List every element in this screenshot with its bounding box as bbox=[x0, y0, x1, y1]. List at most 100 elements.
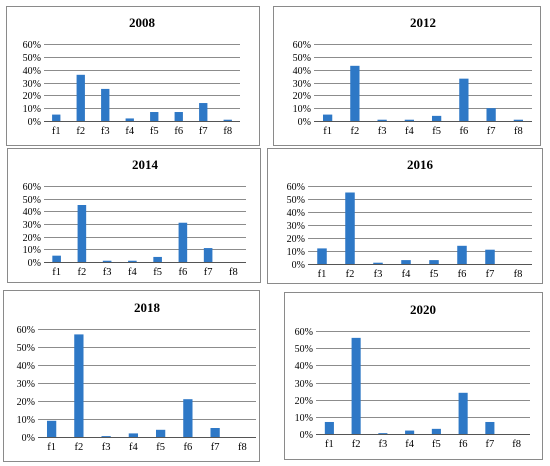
bar-f7 bbox=[199, 103, 208, 121]
x-tick-label: f1 bbox=[52, 126, 61, 137]
y-tick-label: 30% bbox=[293, 79, 311, 90]
bar-f2 bbox=[74, 334, 84, 437]
bar-f7 bbox=[486, 108, 496, 121]
chart-svg-2014: 2014 0% 10%20% 30% 40%50% 60% f1 f2 f3 f4 f5 f6 f7 f8 bbox=[23, 157, 246, 278]
bar-f5 bbox=[431, 428, 441, 434]
bar-f1 bbox=[52, 255, 61, 262]
bar-f6 bbox=[459, 78, 469, 121]
x-tick-label: f5 bbox=[153, 267, 162, 278]
bar-f5 bbox=[153, 256, 162, 262]
y-tick-label: 50% bbox=[293, 53, 311, 64]
bar-f5 bbox=[155, 429, 166, 437]
y-tick-label: 10% bbox=[293, 104, 311, 115]
y-tick-label: 60% bbox=[287, 182, 305, 193]
chart-title: 2018 bbox=[134, 300, 161, 315]
chart-title: 2008 bbox=[129, 15, 156, 30]
chart-svg-2020: 2020 0% 10% 20% 30% 40% 50% 60% f1 f2 f3 f4 f5 f6 f7 f8 bbox=[295, 302, 530, 450]
y-tick-label: 20% bbox=[23, 91, 41, 102]
y-tick-label: 50% bbox=[23, 195, 41, 206]
x-tick-label: f2 bbox=[352, 439, 361, 450]
y-tick-label: 0% bbox=[298, 117, 311, 128]
bar-f7 bbox=[485, 421, 495, 434]
x-tick-label: f5 bbox=[150, 126, 159, 137]
bar-f1 bbox=[46, 420, 57, 437]
x-tick-label: f7 bbox=[487, 126, 496, 137]
bar-f4 bbox=[128, 433, 139, 437]
bar-f3 bbox=[101, 436, 111, 437]
x-tick-label: f5 bbox=[156, 442, 165, 453]
y-tick-label: 40% bbox=[295, 361, 313, 372]
y-tick-label: 20% bbox=[287, 234, 305, 245]
y-tick-label: 60% bbox=[293, 40, 311, 51]
x-tick-label: f3 bbox=[102, 442, 111, 453]
bar-f5 bbox=[431, 115, 442, 121]
y-tick-label: 20% bbox=[295, 396, 313, 407]
y-tick-label: 60% bbox=[17, 325, 35, 336]
y-tick-label: 40% bbox=[287, 208, 305, 219]
y-tick-label: 30% bbox=[17, 379, 35, 390]
x-tick-label: f6 bbox=[459, 439, 468, 450]
x-tick-label: f1 bbox=[47, 442, 56, 453]
y-tick-label: 10% bbox=[287, 247, 305, 258]
x-tick-label: f4 bbox=[402, 269, 411, 280]
bar-f6 bbox=[174, 112, 183, 121]
x-tick-label: f1 bbox=[52, 267, 61, 278]
x-tick-label: f8 bbox=[238, 442, 247, 453]
bar-f6 bbox=[183, 399, 193, 437]
y-tick-label: 30% bbox=[23, 79, 41, 90]
chart-panel-2: 2012 0% 10% 20% 30% 40% 50% 60% f1 f2 f3 f4 f5 f6 f7 f8 bbox=[273, 6, 541, 146]
chart-title: 2014 bbox=[132, 157, 159, 172]
bar-f4 bbox=[401, 260, 411, 264]
y-tick-label: 30% bbox=[287, 221, 305, 232]
bar-f8 bbox=[223, 119, 232, 121]
bar-f4 bbox=[125, 118, 134, 121]
y-tick-label: 40% bbox=[23, 207, 41, 218]
y-tick-label: 0% bbox=[28, 258, 41, 269]
chart-panel-1: 2008 0% 10% 20% 30% 40% 50% 60% f1 f2 f3 f4 f5 f6 f7 f8 bbox=[6, 6, 260, 146]
bar-f7 bbox=[485, 249, 495, 264]
chart-svg-2012: 2012 0% 10% 20%30% 40% 50% 60% f1 f2 f3 f4 f5 f6 f7 f8 bbox=[293, 15, 532, 137]
chart-svg-2008: 2008 0% 10% 20%30% 40% 50% 60% f1 f2 f3 f4 f5 f6 f7 f8 bbox=[23, 15, 240, 137]
bar-f5 bbox=[150, 112, 159, 121]
y-tick-label: 60% bbox=[295, 327, 313, 338]
y-tick-label: 0% bbox=[28, 117, 41, 128]
chart-panel-4: 2016 0% 10% 20% 30% 40% 50% 60% f1 f2 f3 f4 f5 f6 f7 f8 bbox=[267, 148, 543, 284]
bar-f7 bbox=[210, 428, 220, 437]
x-tick-label: f6 bbox=[458, 269, 467, 280]
x-tick-label: f2 bbox=[75, 442, 84, 453]
x-tick-label: f7 bbox=[486, 269, 495, 280]
x-tick-label: f4 bbox=[405, 439, 414, 450]
x-tick-label: f3 bbox=[374, 269, 383, 280]
chart-title: 2016 bbox=[407, 157, 434, 172]
x-tick-label: f4 bbox=[128, 267, 137, 278]
x-tick-label: f2 bbox=[346, 269, 355, 280]
bar-f8 bbox=[513, 119, 524, 121]
bar-f7 bbox=[203, 248, 213, 262]
x-tick-label: f5 bbox=[432, 126, 441, 137]
bar-f3 bbox=[378, 433, 388, 434]
bar-f4 bbox=[128, 260, 137, 262]
bar-f2 bbox=[76, 74, 85, 121]
x-tick-label: f8 bbox=[514, 269, 523, 280]
x-tick-label: f2 bbox=[78, 267, 87, 278]
bar-f2 bbox=[77, 205, 87, 262]
x-tick-label: f1 bbox=[323, 126, 332, 137]
x-tick-label: f1 bbox=[318, 269, 327, 280]
y-tick-label: 40% bbox=[17, 361, 35, 372]
bar-f3 bbox=[101, 88, 110, 121]
chart-svg-2016: 2016 0% 10% 20% 30% 40% 50% 60% f1 f2 f3 f4 f5 f6 f7 f8 bbox=[287, 157, 532, 280]
bar-f3 bbox=[102, 260, 112, 262]
x-tick-label: f1 bbox=[325, 439, 334, 450]
x-tick-label: f7 bbox=[199, 126, 208, 137]
y-tick-label: 60% bbox=[23, 182, 41, 193]
y-tick-label: 0% bbox=[300, 430, 313, 441]
x-tick-label: f8 bbox=[512, 439, 521, 450]
y-tick-label: 30% bbox=[23, 220, 41, 231]
x-tick-label: f3 bbox=[101, 126, 110, 137]
x-tick-label: f2 bbox=[351, 126, 360, 137]
bar-f3 bbox=[373, 262, 383, 264]
chart-panel-3: 2014 0% 10% 20% 30% 40% 50% 60% f1 f2 f3 f4 f5 f6 f7 f8 bbox=[7, 148, 261, 283]
x-tick-label: f7 bbox=[486, 439, 495, 450]
y-tick-label: 10% bbox=[23, 104, 41, 115]
x-tick-label: f6 bbox=[184, 442, 193, 453]
